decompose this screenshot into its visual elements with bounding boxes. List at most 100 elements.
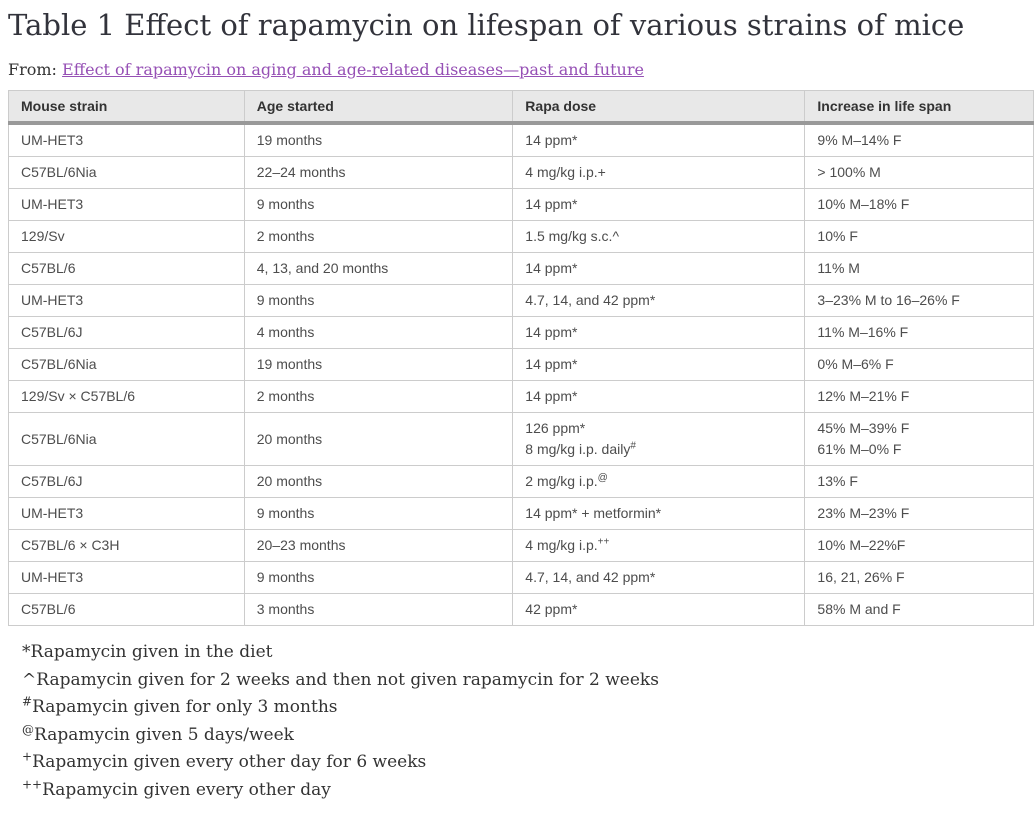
cell-increase-life-span: 23% M–23% F <box>804 497 1034 530</box>
table-row: 129/Sv × C57BL/6 2 months 14 ppm* 12% M–21%… <box>8 380 1034 413</box>
table-row: C57BL/6J 20 months 2 mg/kg i.p.@ 13% F <box>8 465 1034 498</box>
cell-increase-life-span: 11% M–16% F <box>804 316 1034 349</box>
table-row: C57BL/6Nia 20 months 126 ppm* 8 mg/kg i.p. … <box>8 412 1034 466</box>
cell-age-started: 19 months <box>243 122 514 157</box>
footnote-text: Rapamycin given 5 days/week <box>34 724 294 745</box>
lifespan-table: Mouse strain Age started Rapa dose Incre… <box>8 90 1034 626</box>
footnote-text: Rapamycin given in the diet <box>30 642 273 662</box>
lifespan-line: 3–23% M to 16–26% F <box>817 292 960 308</box>
cell-increase-life-span: 10% M–22%F <box>804 529 1034 562</box>
cell-mouse-strain: 129/Sv × C57BL/6 <box>8 380 245 413</box>
cell-age-started: 4 months <box>243 316 514 349</box>
dose-line: 4.7, 14, and 42 ppm* <box>525 292 656 308</box>
table-title: Table 1 Effect of rapamycin on lifespan … <box>8 8 965 42</box>
lifespan-line: > 100% M <box>817 164 881 180</box>
footnotes: *Rapamycin given in the diet ^Rapamycin g… <box>22 639 1034 804</box>
lifespan-line: 45% M–39% F <box>817 420 910 436</box>
dose-line: 14 ppm* <box>525 324 578 340</box>
table-row: C57BL/6 3 months 42 ppm* 58% M and F <box>8 593 1034 626</box>
dose-footnote-marker: ++ <box>597 536 610 548</box>
footnote: ^Rapamycin given for 2 weeks and then no… <box>22 667 1034 695</box>
footnote: #Rapamycin given for only 3 months <box>22 694 1034 722</box>
header-mouse-strain: Mouse strain <box>8 90 245 125</box>
dose-line: 4.7, 14, and 42 ppm* <box>525 569 656 585</box>
dose-line: 14 ppm* <box>525 196 578 212</box>
dose-line: 4 mg/kg i.p.+ <box>525 164 606 180</box>
cell-mouse-strain: C57BL/6J <box>8 465 245 498</box>
footnote-marker: + <box>22 749 33 764</box>
from-label: From: <box>8 60 57 79</box>
footnote-text: Rapamycin given for only 3 months <box>32 697 338 718</box>
dose-line: 1.5 mg/kg s.c.^ <box>525 228 620 244</box>
source-article-link[interactable]: Effect of rapamycin on aging and age-rel… <box>62 60 644 79</box>
cell-rapa-dose: 14 ppm* <box>512 188 806 221</box>
dose-line: 42 ppm* <box>525 601 578 617</box>
cell-increase-life-span: > 100% M <box>804 156 1034 189</box>
cell-mouse-strain: UM-HET3 <box>8 561 245 594</box>
footnote-marker: @ <box>22 721 34 736</box>
dose-line: 14 ppm* <box>525 356 578 372</box>
header-increase-life-span: Increase in life span <box>804 90 1034 125</box>
dose-line: 2 mg/kg i.p.@ <box>525 472 608 489</box>
cell-rapa-dose: 4 mg/kg i.p.+ <box>512 156 806 189</box>
table-row: UM-HET3 19 months 14 ppm* 9% M–14% F <box>8 122 1034 157</box>
cell-age-started: 9 months <box>243 497 514 530</box>
cell-increase-life-span: 13% F <box>804 465 1034 498</box>
cell-rapa-dose: 4.7, 14, and 42 ppm* <box>512 284 806 317</box>
cell-mouse-strain: C57BL/6J <box>8 316 245 349</box>
table-body: UM-HET3 19 months 14 ppm* 9% M–14% F C57BL/6… <box>8 122 1034 626</box>
cell-age-started: 9 months <box>243 561 514 594</box>
dose-footnote-marker: @ <box>597 472 608 484</box>
table-row: C57BL/6Nia 22–24 months 4 mg/kg i.p.+ > 100… <box>8 156 1034 189</box>
footnote: +Rapamycin given every other day for 6 w… <box>22 749 1034 777</box>
lifespan-line: 23% M–23% F <box>817 505 910 521</box>
table-row: C57BL/6 × C3H 20–23 months 4 mg/kg i.p.++ 1… <box>8 529 1034 562</box>
footnote-text: Rapamycin given every other day for 6 we… <box>32 752 427 773</box>
lifespan-line: 0% M–6% F <box>817 356 894 372</box>
cell-age-started: 2 months <box>243 380 514 413</box>
cell-age-started: 9 months <box>243 284 514 317</box>
cell-mouse-strain: UM-HET3 <box>8 188 245 221</box>
lifespan-line: 10% F <box>817 228 858 244</box>
lifespan-line: 11% M <box>817 260 860 276</box>
cell-mouse-strain: UM-HET3 <box>8 284 245 317</box>
cell-mouse-strain: UM-HET3 <box>8 122 245 157</box>
cell-rapa-dose: 4 mg/kg i.p.++ <box>512 529 806 562</box>
cell-increase-life-span: 16, 21, 26% F <box>804 561 1034 594</box>
table-row: 129/Sv 2 months 1.5 mg/kg s.c.^ 10% F <box>8 220 1034 253</box>
cell-age-started: 19 months <box>243 348 514 381</box>
cell-increase-life-span: 3–23% M to 16–26% F <box>804 284 1034 317</box>
cell-age-started: 22–24 months <box>243 156 514 189</box>
lifespan-line: 10% M–18% F <box>817 196 910 212</box>
cell-mouse-strain: 129/Sv <box>8 220 245 253</box>
cell-mouse-strain: C57BL/6 <box>8 593 245 626</box>
cell-age-started: 4, 13, and 20 months <box>243 252 514 285</box>
cell-rapa-dose: 14 ppm* <box>512 122 806 157</box>
source-line: From: Effect of rapamycin on aging and a… <box>8 60 1034 79</box>
lifespan-line: 12% M–21% F <box>817 388 910 404</box>
cell-mouse-strain: C57BL/6Nia <box>8 412 245 466</box>
cell-increase-life-span: 9% M–14% F <box>804 122 1034 157</box>
footnote-text: Rapamycin given for 2 weeks and then not… <box>36 669 659 690</box>
footnote-marker: ^ <box>22 669 37 690</box>
cell-increase-life-span: 0% M–6% F <box>804 348 1034 381</box>
cell-rapa-dose: 42 ppm* <box>512 593 806 626</box>
dose-line: 126 ppm* <box>525 420 586 436</box>
footnote-marker: # <box>22 694 33 709</box>
lifespan-line: 16, 21, 26% F <box>817 569 905 585</box>
footnote: *Rapamycin given in the diet <box>22 639 1034 667</box>
table-row: C57BL/6 4, 13, and 20 months 14 ppm* 11% M <box>8 252 1034 285</box>
table-header-row: Mouse strain Age started Rapa dose Incre… <box>8 90 1034 125</box>
footnote: ++Rapamycin given every other day <box>22 777 1034 805</box>
dose-line: 14 ppm* <box>525 260 578 276</box>
table-row: UM-HET3 9 months 4.7, 14, and 42 ppm* 3–23%… <box>8 284 1034 317</box>
dose-line: 14 ppm* + metformin* <box>525 505 662 521</box>
dose-footnote-marker: # <box>630 440 636 452</box>
header-rapa-dose: Rapa dose <box>512 90 806 125</box>
cell-rapa-dose: 14 ppm* + metformin* <box>512 497 806 530</box>
cell-rapa-dose: 14 ppm* <box>512 380 806 413</box>
cell-age-started: 9 months <box>243 188 514 221</box>
cell-increase-life-span: 12% M–21% F <box>804 380 1034 413</box>
cell-mouse-strain: C57BL/6Nia <box>8 348 245 381</box>
